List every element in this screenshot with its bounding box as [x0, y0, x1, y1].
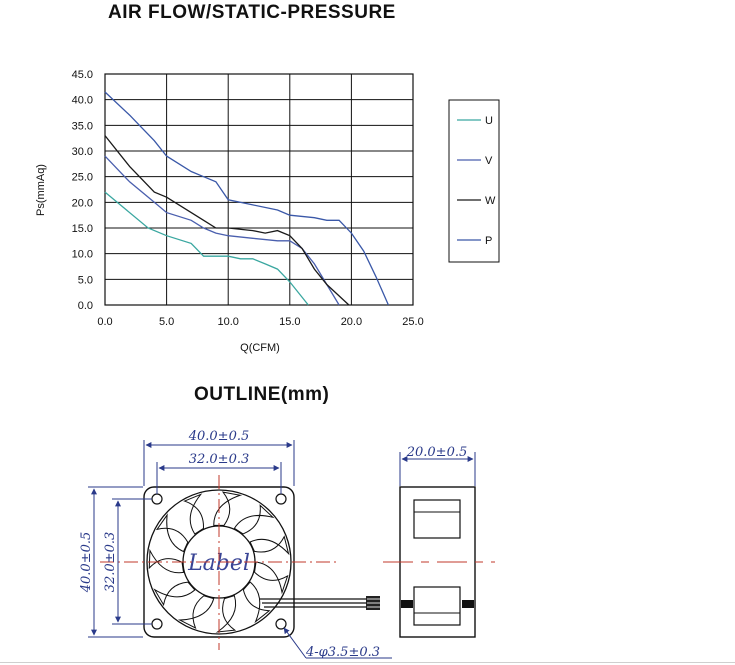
fan-wires: [260, 596, 380, 610]
fan-blade: [183, 493, 204, 535]
side-view: 20.0±0.5: [383, 445, 495, 638]
fan-blade: [242, 581, 271, 624]
x-tick-label: 5.0: [159, 316, 174, 328]
legend-label-P: P: [485, 235, 492, 247]
front-view: Label 40.0±0.5 32.0±0.3 40.0±0.5: [79, 429, 392, 660]
mount-hole: [275, 618, 287, 630]
outline-title: OUTLINE(mm): [194, 384, 330, 405]
plot-frame: [104, 73, 414, 306]
y-tick-labels: 0.0 5.0 10.0 15.0 20.0 25.0 30.0 35.0 40.0 45.0: [72, 69, 93, 312]
x-tick-label: 10.0: [217, 316, 238, 328]
x-tick-label: 15.0: [279, 316, 300, 328]
mount-hole: [275, 493, 287, 505]
series-lines: [104, 91, 389, 306]
dim-hole-span: 32.0±0.3: [189, 452, 250, 467]
x-axis-label: Q(CFM): [240, 342, 280, 354]
x-tick-labels: 0.0 5.0 10.0 15.0 20.0 25.0: [97, 316, 423, 328]
series-line-W: [104, 135, 350, 306]
chart-legend: U V W P: [448, 99, 500, 263]
fan-blade: [215, 595, 237, 633]
mount-hole: [151, 618, 163, 630]
y-tick-label: 10.0: [72, 249, 93, 261]
fan-blade: [213, 491, 243, 526]
y-tick-label: 45.0: [72, 69, 93, 81]
fan-blade: [233, 504, 275, 535]
mount-hole: [151, 493, 163, 505]
y-tick-label: 40.0: [72, 95, 93, 107]
fan-blade: [177, 595, 215, 629]
fan-blade: [249, 535, 290, 556]
chart-grid: [104, 73, 414, 306]
y-tick-label: 35.0: [72, 120, 93, 132]
airflow-chart: 0.0 5.0 10.0 15.0 20.0 25.0 0.0 5.0 10.0 15.0 20.…: [35, 69, 500, 354]
x-tick-label: 0.0: [97, 316, 112, 328]
bottom-rule: [0, 662, 735, 663]
series-line-V: [104, 155, 340, 306]
chart-title: AIR FLOW/STATIC-PRESSURE: [108, 2, 396, 23]
y-tick-label: 25.0: [72, 172, 93, 184]
y-axis-label: Ps(mmAq): [35, 164, 47, 216]
series-line-U: [104, 191, 309, 306]
fan-blade: [254, 561, 289, 595]
legend-label-V: V: [485, 155, 493, 167]
x-tick-label: 20.0: [341, 316, 362, 328]
y-tick-label: 20.0: [72, 197, 93, 209]
series-line-P: [104, 91, 389, 306]
dim-depth: 20.0±0.5: [406, 445, 468, 460]
legend-label-W: W: [485, 195, 496, 207]
dim-hole-span-v: 32.0±0.3: [103, 532, 118, 593]
fan-blade: [155, 513, 189, 553]
dim-height: 40.0±0.5: [79, 532, 94, 594]
fan-blades: [148, 491, 290, 633]
y-tick-label: 15.0: [72, 223, 93, 235]
y-tick-label: 0.0: [78, 300, 93, 312]
dim-holes: 4-φ3.5±0.3: [305, 645, 380, 660]
legend-box: [448, 99, 500, 263]
y-tick-label: 5.0: [78, 274, 93, 286]
x-tick-label: 25.0: [402, 316, 423, 328]
dim-width: 40.0±0.5: [188, 429, 250, 444]
fan-blade: [153, 581, 196, 607]
legend-label-U: U: [485, 115, 493, 127]
y-tick-label: 30.0: [72, 146, 93, 158]
